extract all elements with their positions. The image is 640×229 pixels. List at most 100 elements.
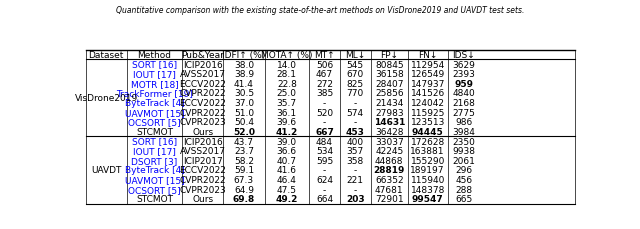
Text: 115925: 115925 bbox=[410, 108, 445, 117]
Text: 296: 296 bbox=[455, 166, 472, 175]
Text: 288: 288 bbox=[455, 185, 472, 194]
Text: 9938: 9938 bbox=[452, 147, 475, 155]
Text: 72901: 72901 bbox=[375, 195, 404, 204]
Text: ECCV2022: ECCV2022 bbox=[179, 79, 226, 88]
Text: 52.0: 52.0 bbox=[233, 127, 255, 136]
Text: -: - bbox=[323, 185, 326, 194]
Text: 667: 667 bbox=[315, 127, 334, 136]
Text: 664: 664 bbox=[316, 195, 333, 204]
Text: Ours: Ours bbox=[192, 127, 213, 136]
Text: -: - bbox=[354, 166, 357, 175]
Text: 2350: 2350 bbox=[452, 137, 475, 146]
Text: 400: 400 bbox=[347, 137, 364, 146]
Text: IDFI↑ (%): IDFI↑ (%) bbox=[222, 51, 266, 60]
Text: ICIP2016: ICIP2016 bbox=[183, 60, 223, 69]
Text: 66352: 66352 bbox=[375, 175, 404, 184]
Text: 50.4: 50.4 bbox=[234, 118, 254, 127]
Text: 358: 358 bbox=[347, 156, 364, 165]
Text: 38.0: 38.0 bbox=[234, 60, 254, 69]
Text: ByteTrack [4]: ByteTrack [4] bbox=[125, 166, 184, 175]
Text: SORT [16]: SORT [16] bbox=[132, 137, 177, 146]
Text: 28819: 28819 bbox=[374, 166, 405, 175]
Text: 141526: 141526 bbox=[411, 89, 445, 98]
Text: TrackFormer [19]: TrackFormer [19] bbox=[116, 89, 193, 98]
Text: 69.8: 69.8 bbox=[233, 195, 255, 204]
Text: 25.0: 25.0 bbox=[277, 89, 297, 98]
Text: OCSORT [5]: OCSORT [5] bbox=[128, 185, 180, 194]
Text: 99547: 99547 bbox=[412, 195, 444, 204]
Text: 41.6: 41.6 bbox=[277, 166, 297, 175]
Text: -: - bbox=[354, 185, 357, 194]
Text: 3984: 3984 bbox=[452, 127, 475, 136]
Text: Pub&Year: Pub&Year bbox=[181, 51, 224, 60]
Text: UAVMOT [15]: UAVMOT [15] bbox=[125, 108, 184, 117]
Text: 41.2: 41.2 bbox=[276, 127, 298, 136]
Text: 14631: 14631 bbox=[374, 118, 405, 127]
Text: 825: 825 bbox=[347, 79, 364, 88]
Text: SORT [16]: SORT [16] bbox=[132, 60, 177, 69]
Text: -: - bbox=[323, 118, 326, 127]
Text: 272: 272 bbox=[316, 79, 333, 88]
Text: -: - bbox=[323, 99, 326, 108]
Text: 35.7: 35.7 bbox=[276, 99, 297, 108]
Text: CVPR2022: CVPR2022 bbox=[179, 108, 226, 117]
Text: 2061: 2061 bbox=[452, 156, 475, 165]
Text: 670: 670 bbox=[347, 70, 364, 79]
Text: 25856: 25856 bbox=[375, 89, 404, 98]
Text: 357: 357 bbox=[347, 147, 364, 155]
Text: 467: 467 bbox=[316, 70, 333, 79]
Text: 112954: 112954 bbox=[411, 60, 445, 69]
Text: 4840: 4840 bbox=[452, 89, 475, 98]
Text: OCSORT [5]: OCSORT [5] bbox=[128, 118, 180, 127]
Text: 21434: 21434 bbox=[375, 99, 403, 108]
Text: 39.0: 39.0 bbox=[276, 137, 297, 146]
Text: 385: 385 bbox=[316, 89, 333, 98]
Text: 59.1: 59.1 bbox=[234, 166, 254, 175]
Text: CVPR2023: CVPR2023 bbox=[179, 185, 226, 194]
Text: 155290: 155290 bbox=[410, 156, 445, 165]
Text: 2775: 2775 bbox=[452, 108, 475, 117]
Text: FP↓: FP↓ bbox=[380, 51, 398, 60]
Text: 124042: 124042 bbox=[411, 99, 445, 108]
Text: -: - bbox=[354, 99, 357, 108]
Text: CVPR2022: CVPR2022 bbox=[179, 89, 226, 98]
Text: 39.6: 39.6 bbox=[276, 118, 297, 127]
Text: 51.0: 51.0 bbox=[234, 108, 254, 117]
Text: 115940: 115940 bbox=[410, 175, 445, 184]
Text: 2393: 2393 bbox=[452, 70, 475, 79]
Text: 36.1: 36.1 bbox=[276, 108, 297, 117]
Text: 33037: 33037 bbox=[375, 137, 404, 146]
Text: Dataset: Dataset bbox=[88, 51, 124, 60]
Text: 22.8: 22.8 bbox=[277, 79, 297, 88]
Text: 484: 484 bbox=[316, 137, 333, 146]
Text: UAVMOT [15]: UAVMOT [15] bbox=[125, 175, 184, 184]
Text: 36.6: 36.6 bbox=[276, 147, 297, 155]
Text: 147937: 147937 bbox=[410, 79, 445, 88]
Text: 80845: 80845 bbox=[375, 60, 404, 69]
Text: MOTR [18]: MOTR [18] bbox=[131, 79, 179, 88]
Text: IOUT [17]: IOUT [17] bbox=[133, 147, 176, 155]
Text: 520: 520 bbox=[316, 108, 333, 117]
Text: IOUT [17]: IOUT [17] bbox=[133, 70, 176, 79]
Text: 67.3: 67.3 bbox=[234, 175, 254, 184]
Text: 94445: 94445 bbox=[412, 127, 444, 136]
Text: STCMOT: STCMOT bbox=[136, 127, 173, 136]
Text: 163881: 163881 bbox=[410, 147, 445, 155]
Text: FN↓: FN↓ bbox=[418, 51, 437, 60]
Text: 28407: 28407 bbox=[375, 79, 403, 88]
Text: 44868: 44868 bbox=[375, 156, 403, 165]
Text: IDS↓: IDS↓ bbox=[452, 51, 475, 60]
Text: 37.0: 37.0 bbox=[234, 99, 254, 108]
Text: 42245: 42245 bbox=[375, 147, 403, 155]
Text: 574: 574 bbox=[347, 108, 364, 117]
Text: 14.0: 14.0 bbox=[277, 60, 297, 69]
Text: ECCV2022: ECCV2022 bbox=[179, 99, 226, 108]
Text: MOTA↑ (%): MOTA↑ (%) bbox=[261, 51, 312, 60]
Text: AVSS2017: AVSS2017 bbox=[180, 70, 226, 79]
Text: CVPR2022: CVPR2022 bbox=[179, 175, 226, 184]
Text: 123513: 123513 bbox=[410, 118, 445, 127]
Text: ICIP2017: ICIP2017 bbox=[183, 156, 223, 165]
Text: -: - bbox=[323, 166, 326, 175]
Text: ML↓: ML↓ bbox=[345, 51, 365, 60]
Text: 126549: 126549 bbox=[411, 70, 445, 79]
